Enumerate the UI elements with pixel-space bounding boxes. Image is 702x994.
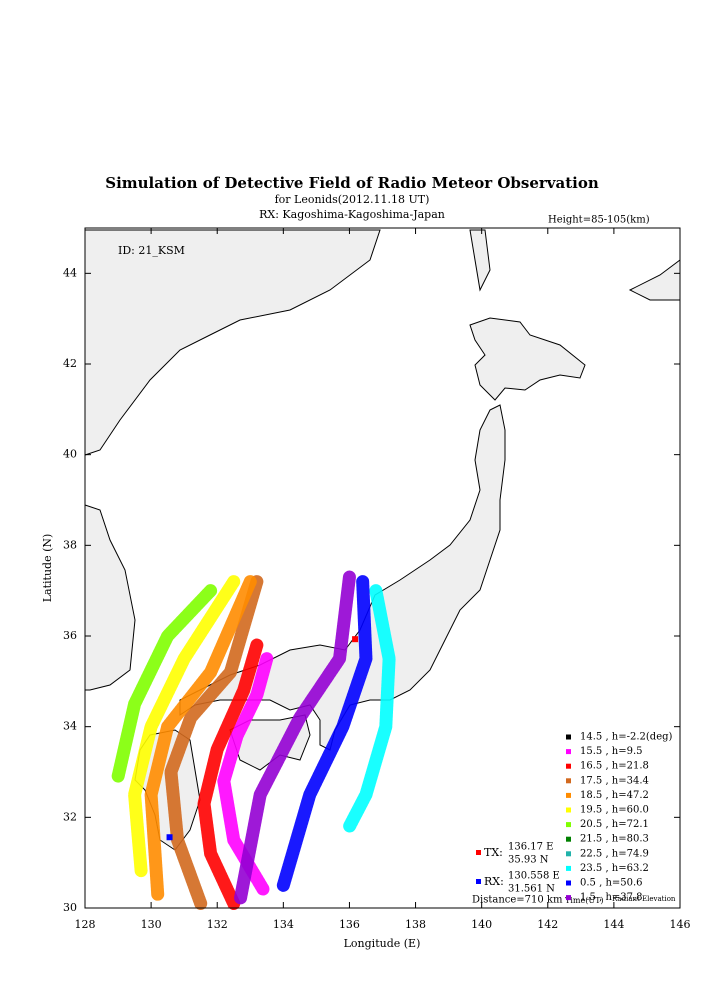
legend-swatch (566, 749, 571, 755)
x-tick-label: 140 (471, 918, 492, 931)
x-tick-label: 132 (207, 918, 228, 931)
x-tick-label: 134 (273, 918, 294, 931)
detection-band (197, 638, 264, 910)
legend-swatch (566, 851, 571, 857)
legend-entry: 20.5 , h=72.1 (580, 819, 649, 830)
legend-entry: 1.5 , h=37.8 (580, 892, 643, 903)
legend-swatch (566, 763, 571, 769)
legend-entry: 19.5 , h=60.0 (580, 805, 649, 816)
y-tick-label: 44 (63, 266, 77, 279)
legend-swatch (566, 734, 571, 740)
x-tick-label: 142 (537, 918, 558, 931)
tx-lon: 136.17 E (508, 842, 553, 853)
rx-label: RX: (484, 875, 504, 888)
detection-band (144, 575, 257, 901)
legend-elevation: Radiant Elevation (612, 895, 676, 903)
detection-band (276, 575, 373, 892)
legend-entry: 23.5 , h=63.2 (580, 863, 649, 874)
legend-swatch (566, 807, 571, 813)
x-axis-label: Longitude (E) (344, 937, 421, 950)
rx-legend-swatch (476, 879, 481, 884)
receiver: RX: Kagoshima-Kagoshima-Japan (259, 208, 445, 221)
x-tick-label: 128 (75, 918, 96, 931)
legend-entry: 22.5 , h=74.9 (580, 848, 649, 859)
x-tick-label: 138 (405, 918, 426, 931)
legend-entry: 15.5 , h=9.5 (580, 746, 643, 757)
rx-lat: 31.561 N (508, 884, 555, 895)
y-tick-label: 38 (63, 538, 77, 551)
tx-lat: 35.93 N (508, 855, 549, 866)
chart-title: Simulation of Detective Field of Radio M… (105, 174, 599, 192)
distance: Distance=710 km (472, 895, 563, 906)
x-tick-label: 146 (670, 918, 691, 931)
legend-entry: 18.5 , h=47.2 (580, 790, 649, 801)
detection-band (217, 652, 274, 897)
legend-swatch (566, 778, 571, 784)
y-tick-label: 40 (63, 448, 77, 461)
detection-band (111, 584, 218, 784)
tx-marker (352, 636, 359, 643)
y-tick-label: 34 (63, 720, 77, 733)
plot-frame (84, 227, 681, 909)
x-tick-label: 130 (141, 918, 162, 931)
legend-swatch (566, 792, 571, 798)
detection-band (342, 584, 396, 833)
x-tick-label: 144 (603, 918, 624, 931)
legend-swatch (566, 822, 571, 828)
legend-swatch (566, 865, 571, 871)
legend-entry: 16.5 , h=21.8 (580, 761, 649, 772)
x-tick-label: 136 (339, 918, 360, 931)
station-id: ID: 21_KSM (118, 244, 185, 257)
legend-time: Time(UT) (565, 896, 604, 905)
rx-lon: 130.558 E (508, 871, 560, 882)
legend-swatch (566, 836, 571, 842)
legend-swatch (566, 880, 571, 886)
detection-band (233, 570, 356, 906)
detection-band (164, 575, 264, 910)
y-axis-label: Latitude (N) (41, 534, 54, 603)
rx-marker (166, 834, 173, 841)
subtitle: for Leonids(2012.11.18 UT) (275, 193, 430, 206)
tx-label: TX: (484, 846, 503, 859)
legend-entry: 0.5 , h=50.6 (580, 878, 643, 889)
y-tick-label: 42 (63, 357, 77, 370)
legend-entry: 21.5 , h=80.3 (580, 834, 649, 845)
legend-swatch (566, 895, 571, 901)
y-tick-label: 36 (63, 629, 77, 642)
tx-legend-swatch (476, 850, 481, 855)
legend-entry: 14.5 , h=-2.2(deg) (580, 732, 673, 743)
legend-entry: 17.5 , h=34.4 (580, 775, 649, 786)
y-tick-label: 30 (63, 901, 77, 914)
detection-band (128, 575, 241, 879)
height-note: Height=85-105(km) (548, 215, 650, 226)
y-tick-label: 32 (63, 810, 77, 823)
